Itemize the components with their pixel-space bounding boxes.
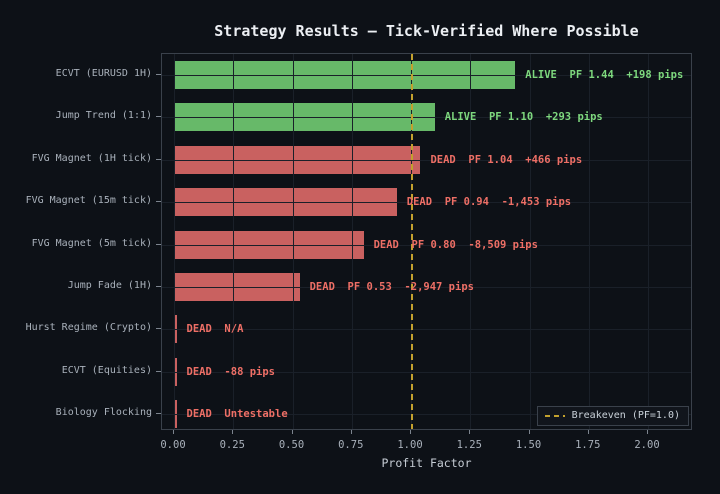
x-tick-label: 0.75 [338,439,364,451]
chart-title: Strategy Results — Tick-Verified Where P… [214,22,639,40]
bar-annotation: DEAD PF 0.94 -1,453 pips [406,196,572,208]
gridline-horizontal [162,160,691,161]
gridline-horizontal [162,414,691,415]
y-axis-tick [156,371,161,372]
bar-annotation: DEAD PF 0.80 -8,509 pips [373,239,538,251]
breakeven-line [411,54,413,429]
y-axis-tick [156,244,161,245]
y-axis-label: ECVT (EURUSD 1H) [55,68,152,79]
gridline-horizontal [162,202,691,203]
y-axis-tick [156,286,161,287]
x-axis-label: Profit Factor [381,456,472,470]
x-tick-label: 1.25 [456,439,482,451]
gridline-vertical [470,54,472,429]
bar-annotation: ALIVE PF 1.10 +293 pips [444,111,603,123]
gridline-horizontal [162,287,691,288]
x-tick-label: 1.50 [515,439,542,451]
plot-area: Breakeven (PF=1.0) ALIVE PF 1.44 +198 pi… [161,53,692,430]
bar-annotation: ALIVE PF 1.44 +198 pips [525,69,684,81]
gridline-horizontal [162,117,691,118]
breakeven-dash-icon [544,415,565,417]
gridline-horizontal [162,329,691,330]
gridline-vertical [351,54,353,429]
gridline-vertical [588,54,590,429]
bar-annotation: DEAD PF 0.53 -2,947 pips [309,281,474,293]
bar-annotation: DEAD N/A [186,323,244,335]
x-tick-label: 0.00 [160,439,186,451]
y-axis-tick [156,159,161,160]
y-axis-label: Biology Flocking [55,407,152,418]
y-axis-tick [156,201,161,202]
x-axis-tick [410,430,411,434]
y-axis-label: Jump Fade (1H) [67,280,152,291]
legend-label: Breakeven (PF=1.0) [571,410,680,421]
y-axis-tick [156,116,161,117]
y-axis-tick [156,74,161,75]
x-axis-tick [291,430,293,434]
y-axis-label: Hurst Regime (Crypto) [25,322,152,333]
x-axis-tick [232,430,234,434]
x-tick-label: 2.00 [634,439,660,451]
gridline-vertical [648,54,649,429]
bar-annotation: DEAD Untestable [186,408,288,420]
y-axis-label: FVG Magnet (15m tick) [25,195,152,206]
x-axis-tick [587,430,589,434]
x-tick-label: 1.00 [397,439,423,451]
x-tick-label: 0.25 [219,439,245,451]
x-axis-tick [173,430,174,434]
y-axis-label: Jump Trend (1:1) [55,110,152,121]
y-axis-label: ECVT (Equities) [61,365,152,376]
bar-annotation: DEAD PF 1.04 +466 pips [430,154,583,166]
x-tick-label: 1.75 [575,439,601,451]
x-tick-label: 0.50 [278,439,305,451]
y-axis-label: FVG Magnet (1H tick) [31,153,152,164]
gridline-horizontal [162,75,691,76]
x-axis-tick [469,430,471,434]
y-axis-label: FVG Magnet (5m tick) [31,238,152,249]
y-axis-tick [156,328,161,329]
gridline-vertical [529,54,531,429]
x-axis-tick [350,430,352,434]
bar-annotation: DEAD -88 pips [186,366,276,378]
y-axis-tick [156,413,161,414]
gridline-vertical [292,54,294,429]
legend: Breakeven (PF=1.0) [536,406,689,426]
x-axis-tick [647,430,648,434]
gridline-vertical [174,54,175,429]
x-axis-tick [528,430,530,434]
gridline-horizontal [162,372,691,373]
gridline-vertical [233,54,235,429]
gridline-horizontal [162,245,691,246]
